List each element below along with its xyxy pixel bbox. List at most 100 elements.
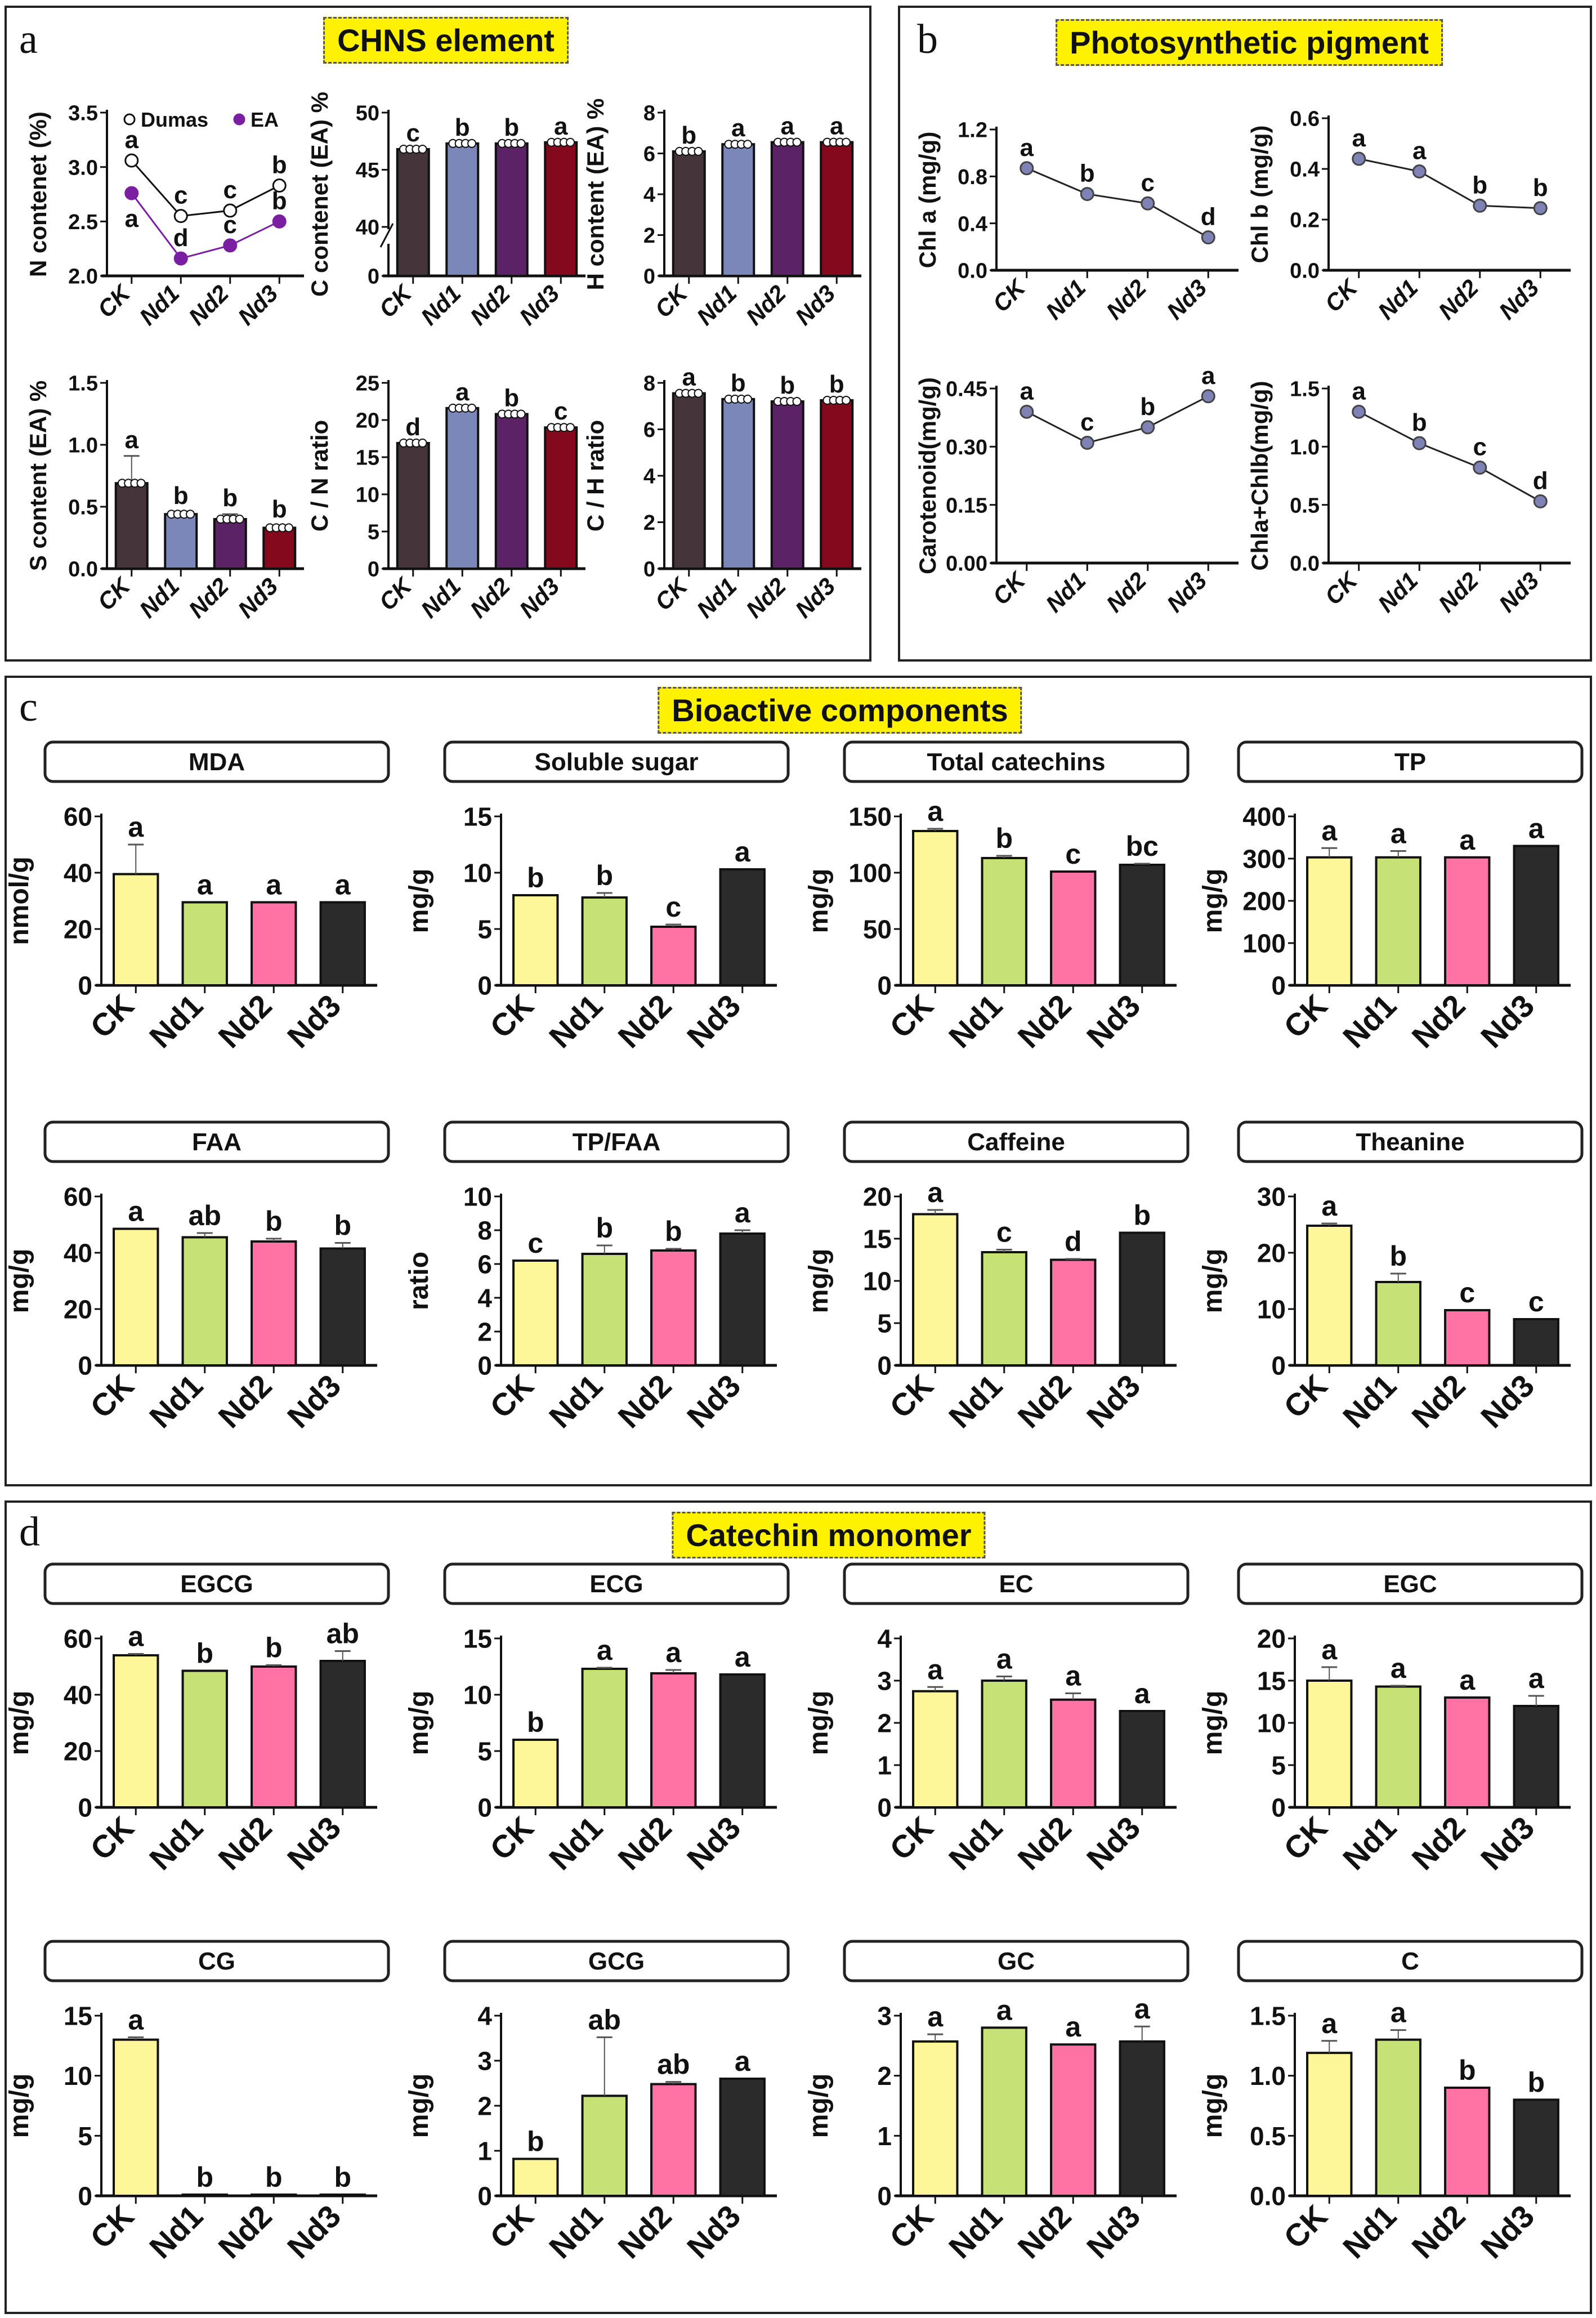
y-tick-label: 20 xyxy=(64,915,92,944)
significance-letter: ab xyxy=(327,1618,359,1650)
bar xyxy=(581,1253,628,1366)
x-tick-label: Nd1 xyxy=(1336,1810,1403,1877)
y-tick-label: 0.0 xyxy=(958,260,987,283)
significance-letter: a xyxy=(927,2001,944,2033)
bar xyxy=(581,896,628,986)
bar xyxy=(719,2078,766,2197)
chart-title-box xyxy=(43,740,390,783)
y-tick-label: 4 xyxy=(643,465,655,489)
bar xyxy=(512,2158,559,2197)
data-point xyxy=(1473,461,1487,475)
y-tick-label: 2 xyxy=(877,1709,892,1738)
bar xyxy=(544,426,578,570)
significance-letter: d xyxy=(1533,467,1548,494)
bar xyxy=(721,398,755,570)
significance-letter: a xyxy=(735,2045,751,2077)
y-tick-label: 4 xyxy=(877,1624,892,1654)
replicate-point xyxy=(467,139,477,148)
significance-letter: a xyxy=(125,205,139,233)
significance-letter: b xyxy=(222,484,238,512)
significance-letter: b xyxy=(731,369,746,397)
series-line xyxy=(1026,167,1209,238)
y-axis-title: mg/g xyxy=(804,1249,834,1314)
panel-c-title: Bioactive components xyxy=(658,687,1022,734)
significance-letter: a xyxy=(1020,134,1034,162)
x-tick-label: Nd1 xyxy=(415,573,466,623)
x-tick-label: CK xyxy=(374,279,418,323)
data-point xyxy=(1201,230,1215,245)
significance-letter: c xyxy=(406,119,420,147)
significance-letter: c xyxy=(223,211,237,239)
bar xyxy=(181,1669,228,1808)
x-tick-label: CK xyxy=(650,571,694,615)
bar xyxy=(1375,856,1421,986)
y-tick-label: 3 xyxy=(477,2047,492,2076)
y-tick-label: 100 xyxy=(1242,929,1286,958)
data-point xyxy=(1201,389,1215,404)
replicate-point xyxy=(792,137,802,147)
chart-title-box xyxy=(443,1940,790,1982)
bar xyxy=(1375,2038,1421,2198)
x-tick-label: Nd2 xyxy=(184,573,234,623)
y-tick-label: 0.5 xyxy=(68,496,98,520)
bar xyxy=(1306,2052,1353,2197)
series-line xyxy=(1358,158,1541,209)
bar xyxy=(1513,1705,1559,1808)
x-tick-label: Nd3 xyxy=(680,1368,747,1435)
y-axis-title: C contenet (EA) % xyxy=(306,92,333,297)
x-tick-label: CK xyxy=(92,279,136,323)
significance-letter: a xyxy=(128,811,144,843)
significance-letter: a xyxy=(731,114,745,142)
x-tick-label: Nd2 xyxy=(1011,988,1078,1055)
data-point xyxy=(1080,435,1094,450)
y-tick-label: 6 xyxy=(477,1250,492,1279)
y-axis-title: N contenet (%) xyxy=(25,111,51,277)
significance-letter: b xyxy=(265,1205,283,1237)
x-tick-label: Nd1 xyxy=(1336,2198,1403,2265)
x-tick-label: Nd3 xyxy=(1080,1810,1147,1877)
significance-letter: b xyxy=(995,823,1013,854)
x-tick-label: Nd2 xyxy=(1101,567,1151,617)
chart-title: EC xyxy=(999,1570,1033,1598)
chart-title: Total catechins xyxy=(927,748,1105,776)
bar xyxy=(581,2094,628,2197)
data-point xyxy=(223,238,238,253)
bar xyxy=(181,2193,228,2198)
significance-letter: ab xyxy=(189,1200,221,1231)
y-tick-label: 0 xyxy=(877,971,892,1001)
y-tick-label: 2 xyxy=(477,2092,492,2121)
y-tick-label: 0 xyxy=(78,1351,92,1381)
data-point xyxy=(173,251,188,266)
x-tick-label: Nd3 xyxy=(680,988,747,1055)
x-tick-label: Nd1 xyxy=(142,1368,209,1435)
significance-letter: b xyxy=(173,482,189,510)
axis-break-mark xyxy=(379,223,394,248)
bar xyxy=(719,868,766,986)
significance-letter: b xyxy=(1140,393,1155,421)
significance-letter: a xyxy=(1352,124,1366,152)
significance-letter: b xyxy=(265,1632,283,1664)
significance-letter: a xyxy=(1134,1993,1151,2025)
bar xyxy=(113,1654,159,1808)
bar xyxy=(319,1247,366,1366)
y-axis-title: mg/g xyxy=(404,1691,434,1756)
significance-letter: c xyxy=(1528,1286,1544,1317)
y-tick-label: 0 xyxy=(477,1793,492,1823)
x-tick-label: Nd1 xyxy=(542,988,609,1055)
data-point xyxy=(1141,196,1155,211)
x-tick-label: Nd1 xyxy=(942,1368,1009,1435)
chart-chla-chlb: 0.0 0.5 1.0 1.5 Chla+Chlb(mg/g) CK Nd1 Nd2 Nd3 a b… xyxy=(1246,377,1571,617)
x-tick-label: Nd3 xyxy=(280,988,347,1055)
significance-letter: a xyxy=(125,126,139,154)
y-tick-label: 0.4 xyxy=(1290,158,1320,182)
y-tick-label: 0.2 xyxy=(1290,209,1320,233)
significance-letter: b xyxy=(504,114,519,141)
x-tick-label: CK xyxy=(987,273,1031,317)
y-tick-label: 0 xyxy=(643,265,655,289)
significance-letter: c xyxy=(1080,408,1094,436)
y-tick-label: 15 xyxy=(463,1624,492,1654)
y-tick-label: 3 xyxy=(877,2002,892,2031)
y-tick-label: 5 xyxy=(877,1309,892,1338)
